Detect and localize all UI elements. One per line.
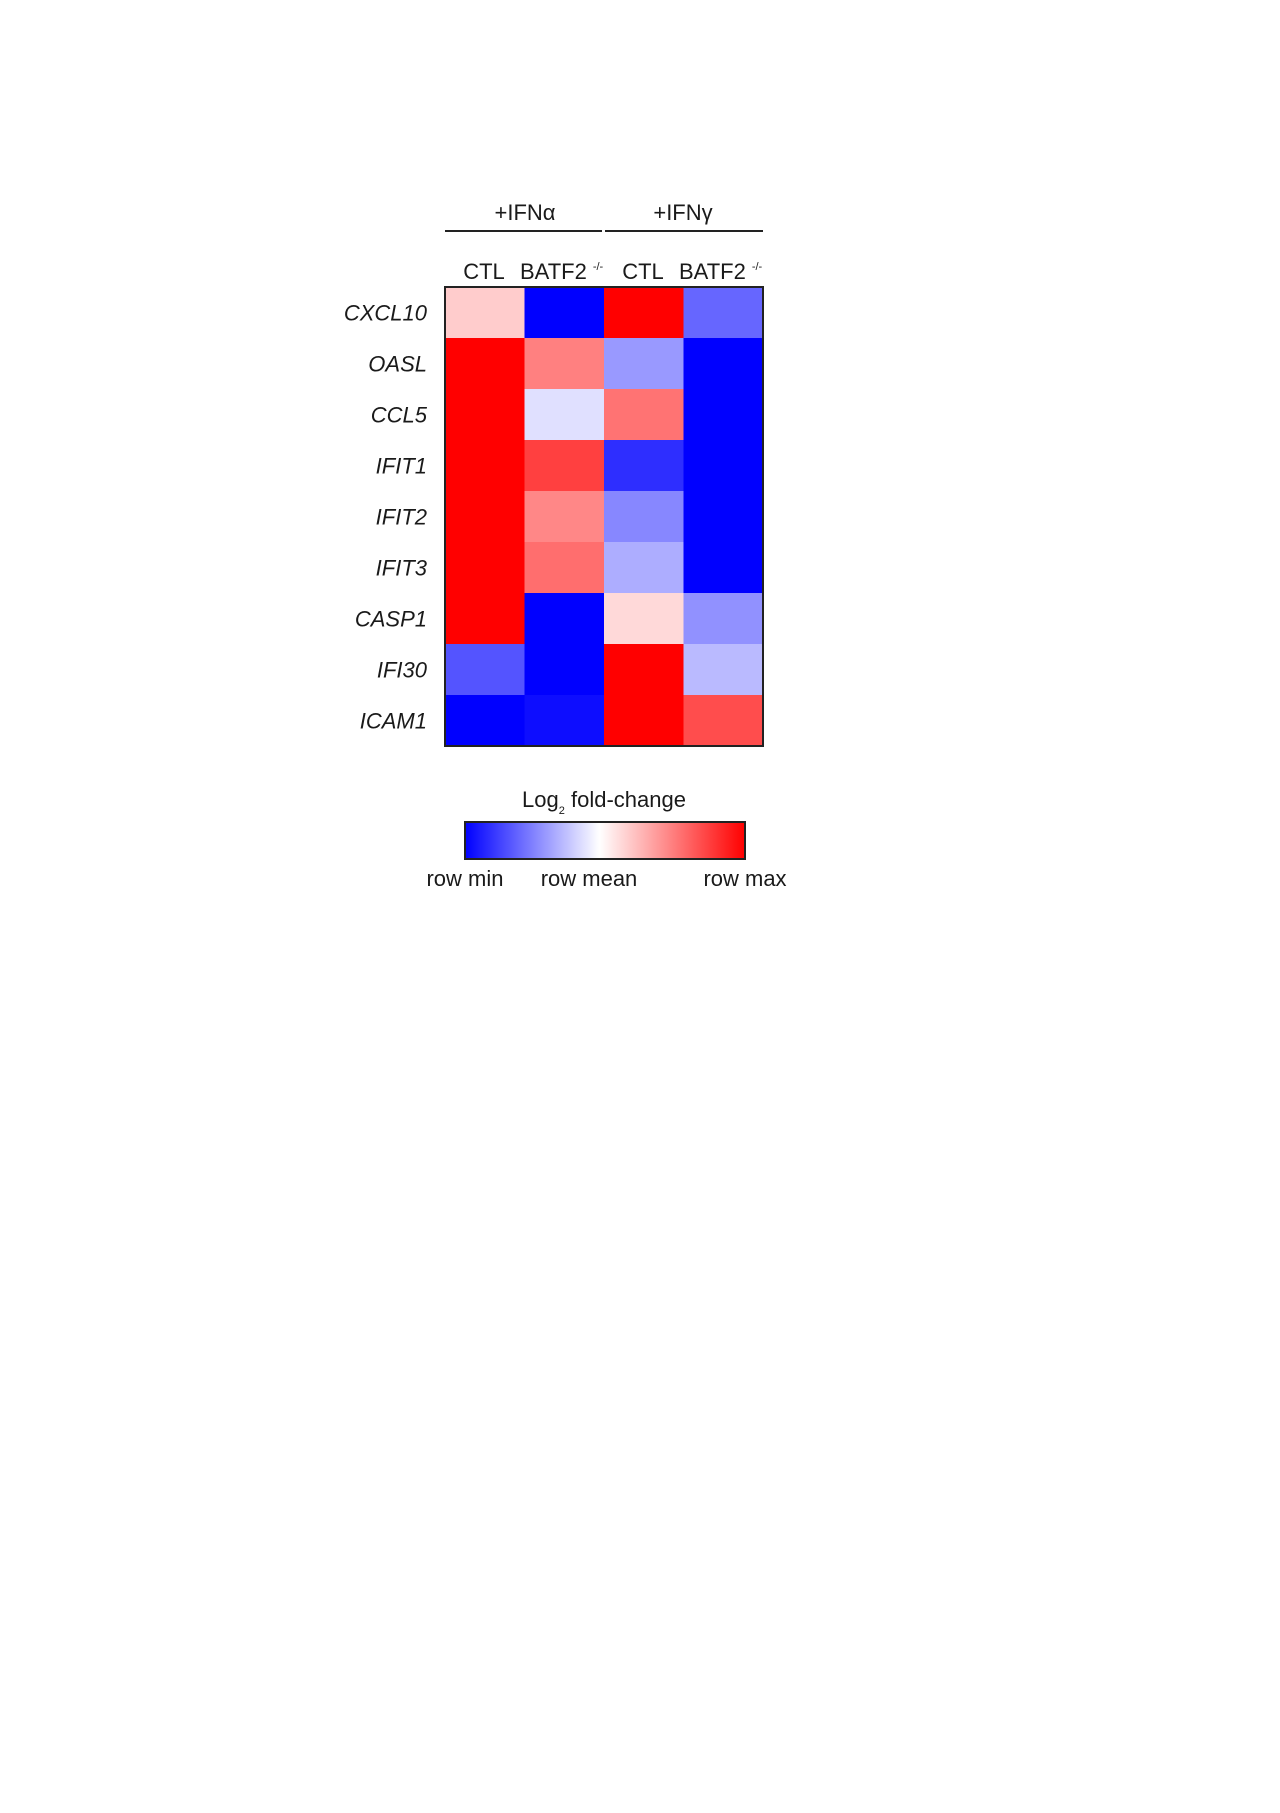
heatmap-cell-ccl5-1 [524, 389, 605, 441]
legend-title: Log2 fold-change [522, 787, 686, 817]
row-label-ifi30: IFI30 [377, 658, 428, 683]
heatmap-cell-ccl5-2 [604, 389, 684, 441]
heatmap-cell-ifit2-3 [683, 491, 764, 543]
heatmap-cell-oasl-2 [604, 338, 684, 390]
heatmap-cells [445, 287, 764, 747]
heatmap-cell-ifit3-2 [604, 542, 684, 594]
heatmap-cell-ccl5-0 [445, 389, 525, 441]
heatmap-cell-ifit2-0 [445, 491, 525, 543]
heatmap-cell-icam1-0 [445, 695, 525, 747]
row-label-icam1: ICAM1 [360, 709, 427, 734]
legend-colorbar [464, 821, 746, 860]
heatmap-cell-ifit1-0 [445, 440, 525, 492]
heatmap-cell-casp1-3 [683, 593, 764, 645]
heatmap-cell-cxcl10-3 [683, 287, 764, 339]
row-label-ccl5: CCL5 [371, 403, 428, 428]
heatmap-cell-icam1-3 [683, 695, 764, 747]
column-label-batf2-alpha: BATF2 -/- [520, 259, 604, 284]
heatmap-cell-ccl5-3 [683, 389, 764, 441]
legend-tick-row-min: row min [426, 866, 503, 891]
heatmap-cell-cxcl10-2 [604, 287, 684, 339]
heatmap-cell-cxcl10-0 [445, 287, 525, 339]
heatmap-cell-ifit1-1 [524, 440, 605, 492]
heatmap-cell-ifi30-1 [524, 644, 605, 696]
heatmap-cell-casp1-1 [524, 593, 605, 645]
row-labels: CXCL10 OASL CCL5 IFIT1 IFIT2 IFIT3 CASP1 IFI30 I… [344, 301, 428, 734]
heatmap-cell-ifit1-3 [683, 440, 764, 492]
heatmap-cell-cxcl10-1 [524, 287, 605, 339]
heatmap-cell-oasl-3 [683, 338, 764, 390]
group-label-ifn-alpha: +IFNα [494, 200, 555, 225]
heatmap-cell-ifit3-1 [524, 542, 605, 594]
heatmap-cell-ifi30-0 [445, 644, 525, 696]
column-label-batf2-gamma: BATF2 -/- [679, 259, 763, 284]
column-labels: CTL BATF2 -/- CTL BATF2 -/- [463, 259, 762, 284]
heatmap-cell-oasl-0 [445, 338, 525, 390]
row-label-casp1: CASP1 [355, 607, 427, 632]
heatmap-cell-casp1-2 [604, 593, 684, 645]
heatmap-cell-ifi30-3 [683, 644, 764, 696]
row-label-oasl: OASL [368, 352, 427, 377]
row-label-ifit3: IFIT3 [376, 556, 428, 581]
legend-tick-row-mean: row mean [541, 866, 638, 891]
heatmap-cell-oasl-1 [524, 338, 605, 390]
heatmap-cell-ifit3-3 [683, 542, 764, 594]
row-label-ifit1: IFIT1 [376, 454, 427, 479]
row-label-ifit2: IFIT2 [376, 505, 427, 530]
heatmap-cell-ifit1-2 [604, 440, 684, 492]
group-label-ifn-gamma: +IFNγ [653, 200, 712, 225]
heatmap-cell-ifi30-2 [604, 644, 684, 696]
heatmap-cell-ifit2-2 [604, 491, 684, 543]
row-label-cxcl10: CXCL10 [344, 301, 428, 326]
heatmap-cell-icam1-1 [524, 695, 605, 747]
heatmap-cell-ifit2-1 [524, 491, 605, 543]
column-label-ctl-gamma: CTL [622, 259, 664, 284]
legend-tick-row-max: row max [703, 866, 786, 891]
heatmap-cell-ifit3-0 [445, 542, 525, 594]
heatmap-cell-icam1-2 [604, 695, 684, 747]
heatmap-cell-casp1-0 [445, 593, 525, 645]
column-label-ctl-alpha: CTL [463, 259, 505, 284]
heatmap-border [444, 286, 764, 747]
